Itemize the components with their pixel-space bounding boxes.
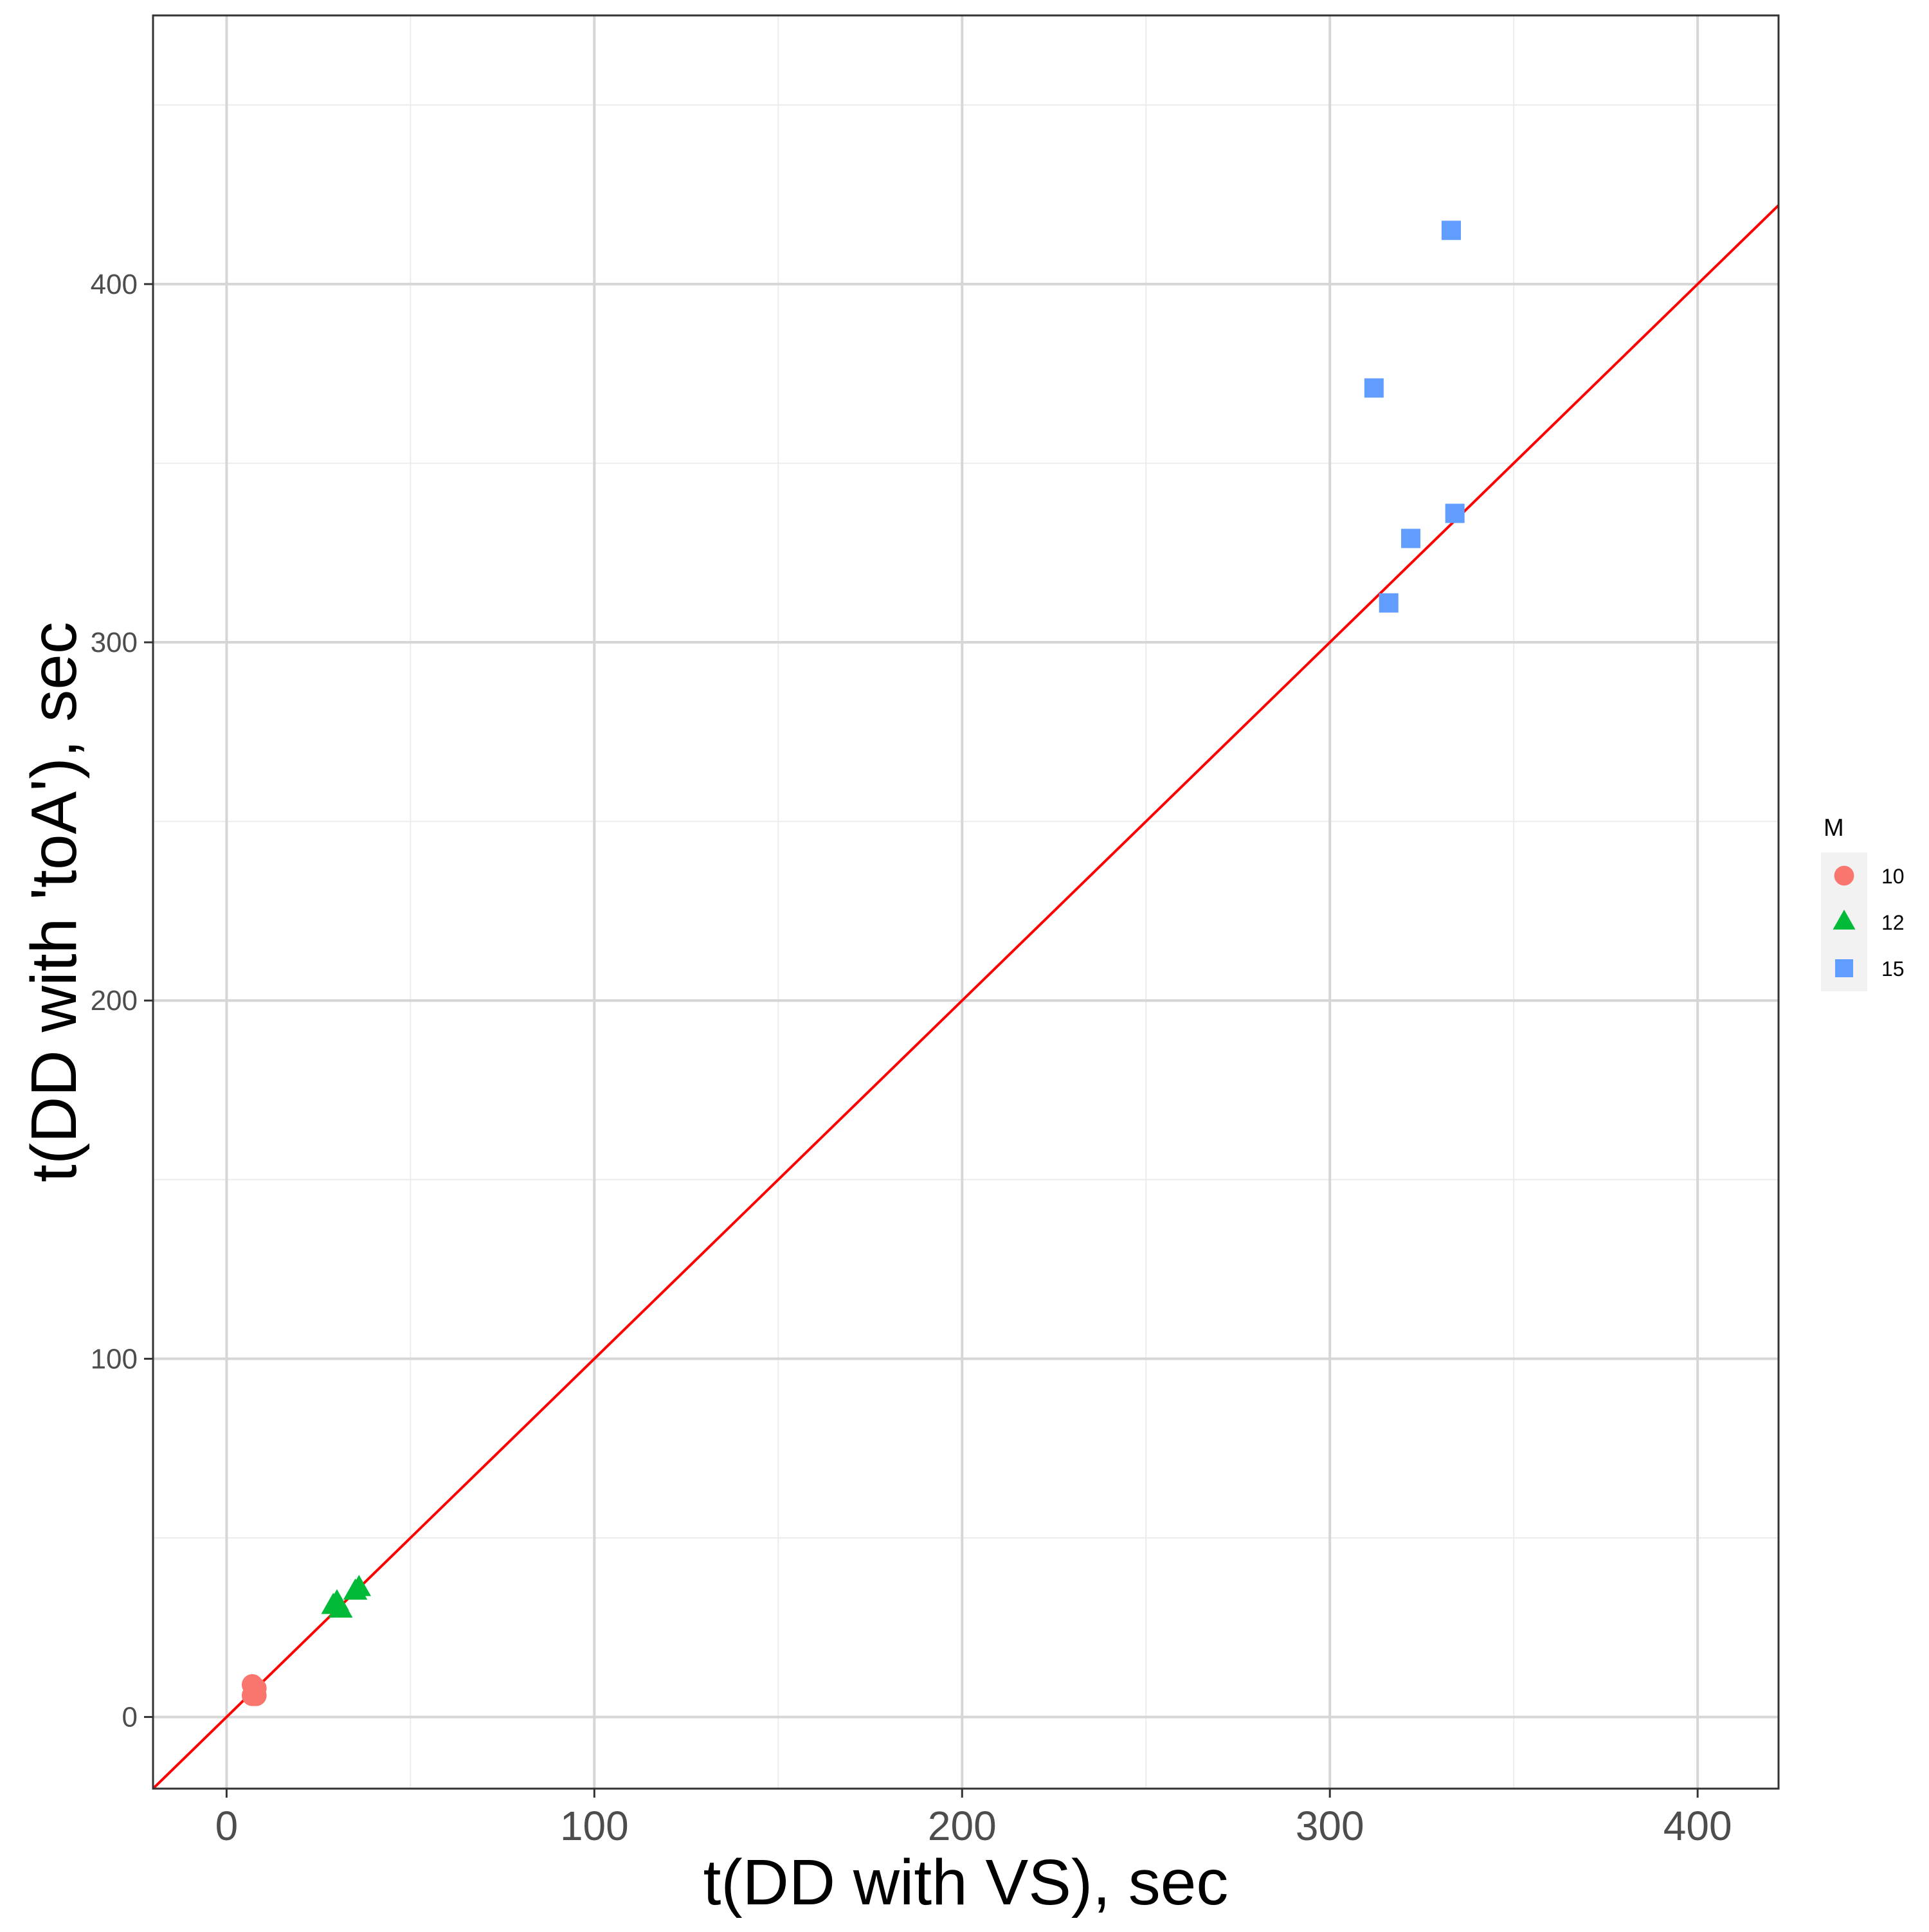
y-tick-label: 300 [91, 627, 138, 658]
grid-lines [153, 15, 1779, 1789]
legend-key-m10 [1834, 865, 1854, 886]
legend-key-m12 [1833, 909, 1856, 930]
x-axis-title: t(DD with VS), sec [703, 1846, 1229, 1918]
y-tick-label: 100 [91, 1343, 138, 1375]
reference-line-layer [153, 203, 1779, 1789]
y-tick-label: 200 [91, 985, 138, 1016]
x-tick-label: 400 [1663, 1803, 1732, 1849]
plot-panel-border [152, 14, 1780, 1790]
plot-panel-background [153, 15, 1779, 1789]
legend-key-m15 [1835, 959, 1853, 977]
x-tick-label: 100 [560, 1803, 629, 1849]
legend-title: M [1824, 815, 1844, 842]
data-point-m10 [245, 1684, 267, 1706]
x-tick-label: 0 [215, 1803, 239, 1849]
legend-label-10: 10 [1881, 865, 1905, 888]
legend: M 10 12 15 [1821, 815, 1905, 991]
y-tick-label: 400 [91, 269, 138, 300]
y-axis-title: t(DD with 'toA'), sec [18, 622, 90, 1182]
y-tick-label: 0 [122, 1702, 138, 1733]
data-point-m15 [1364, 378, 1384, 398]
legend-label-12: 12 [1881, 911, 1905, 934]
x-tick-label: 200 [928, 1803, 997, 1849]
x-tick-label: 300 [1296, 1803, 1364, 1849]
axis-ticks [144, 283, 1699, 1798]
identity-reference-line [153, 203, 1779, 1789]
data-points [241, 221, 1465, 1706]
legend-keys [1833, 865, 1856, 977]
data-point-m15 [1441, 221, 1461, 240]
data-point-m15 [1445, 503, 1465, 523]
data-point-m12 [325, 1589, 349, 1611]
legend-label-15: 15 [1881, 957, 1905, 980]
data-point-m15 [1379, 593, 1399, 613]
data-point-m15 [1401, 528, 1421, 548]
data-point-m12 [347, 1575, 372, 1596]
